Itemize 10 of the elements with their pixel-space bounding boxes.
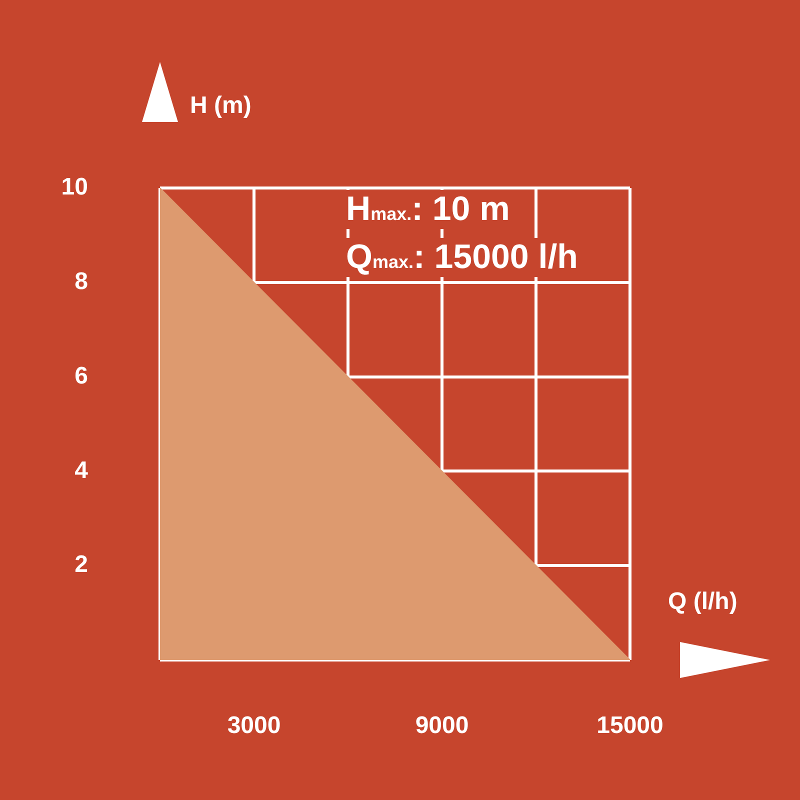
- y-tick-label: 8: [74, 268, 88, 296]
- y-tick-label: 2: [74, 551, 88, 578]
- x-tick-label: 9000: [415, 712, 469, 740]
- y-tick-label: 4: [74, 456, 89, 484]
- y-tick-label: 10: [61, 174, 88, 201]
- x-tick-label: 3000: [227, 712, 281, 740]
- y-axis-title: H (m): [190, 92, 252, 120]
- y-tick-label: 6: [74, 362, 88, 390]
- x-axis-title: Q (l/h): [668, 588, 738, 616]
- x-tick-label: 15000: [596, 712, 664, 740]
